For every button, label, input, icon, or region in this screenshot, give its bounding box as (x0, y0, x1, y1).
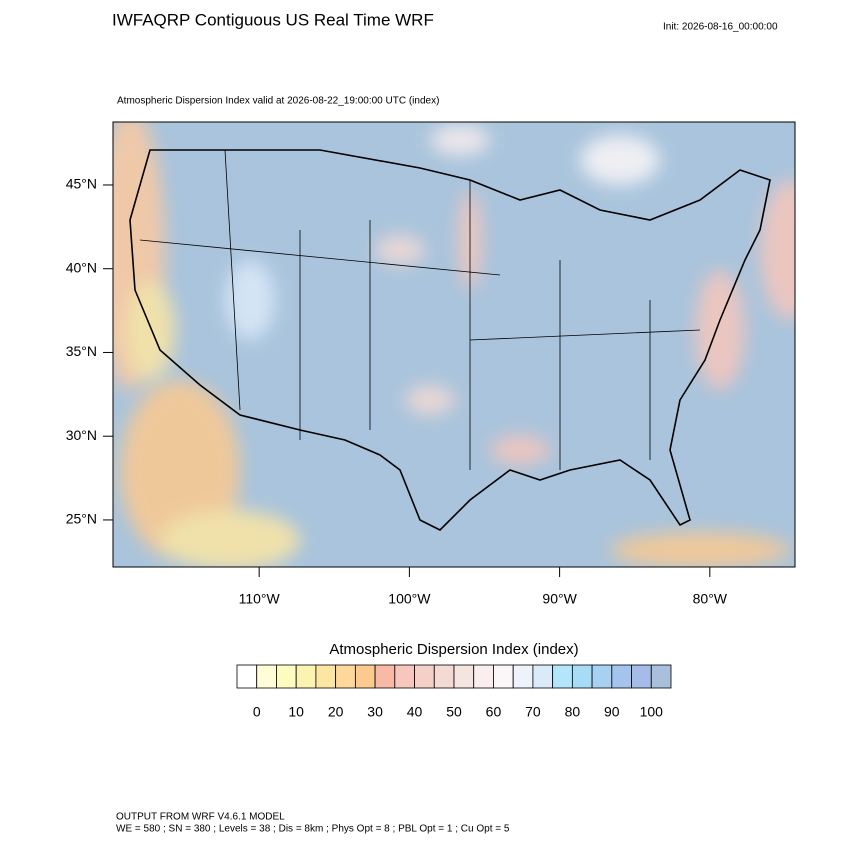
colorbar-box (335, 664, 356, 689)
colorbar-box (236, 664, 258, 689)
map-field (113, 122, 795, 567)
colorbar-box (532, 664, 554, 689)
colorbar-box (552, 664, 573, 689)
state-borders (139, 149, 701, 470)
colorbar-box (512, 664, 534, 689)
colorbar-tick-label: 30 (367, 704, 383, 720)
title: IWFAQRP Contiguous US Real Time WRF (112, 10, 434, 29)
colorbar-tick-label: 60 (486, 704, 502, 720)
colorbar-box (650, 664, 672, 689)
colorbar-box (394, 664, 415, 689)
colorbar-tick-label: 0 (253, 704, 261, 720)
y-tick-label: 35°N (66, 343, 97, 359)
colorbar-box (571, 664, 593, 689)
y-tick-label: 30°N (66, 427, 97, 443)
colorbar-tick-label: 20 (328, 704, 344, 720)
colorbar-tick-label: 90 (604, 704, 620, 720)
colorbar-tick-label: 100 (640, 704, 664, 720)
x-tick-label: 110°W (239, 591, 281, 607)
colorbar-box (315, 664, 337, 689)
colorbar-box (414, 664, 435, 689)
colorbar-tick-label: 50 (446, 704, 462, 720)
field-patches (113, 122, 795, 567)
colorbar-tick-label: 70 (525, 704, 541, 720)
y-tick-label: 40°N (66, 259, 97, 275)
colorbar-box (473, 664, 494, 689)
colorbar-tick-label: 40 (407, 704, 423, 720)
colorbar-box (295, 664, 317, 689)
map-subtitle: Atmospheric Dispersion Index valid at 20… (117, 96, 439, 107)
y-tick-label: 25°N (66, 511, 97, 527)
x-tick-label: 90°W (542, 591, 577, 607)
colorbar-box (493, 664, 514, 689)
x-tick-label: 80°W (693, 591, 728, 607)
x-tick-label: 100°W (388, 591, 431, 607)
init-time: Init: 2026-08-16_00:00:00 (663, 22, 778, 33)
map-frame (112, 121, 796, 568)
colorbar-box (453, 664, 475, 689)
colorbar-box (631, 664, 652, 689)
colorbar-box (611, 664, 632, 689)
footer-line: OUTPUT FROM WRF V4.6.1 MODEL (116, 812, 285, 823)
colorbar-title: Atmospheric Dispersion Index (index) (329, 641, 578, 658)
y-tick-label: 45°N (66, 176, 97, 192)
colorbar-box (276, 664, 297, 689)
colorbar-box (591, 664, 613, 689)
footer-line: WE = 580 ; SN = 380 ; Levels = 38 ; Dis … (116, 824, 510, 835)
colorbar-box (354, 664, 376, 689)
colorbar-box (374, 664, 396, 689)
colorbar-box (433, 664, 455, 689)
colorbar-tick-label: 10 (288, 704, 304, 720)
colorbar-tick-label: 80 (565, 704, 581, 720)
colorbar-box (256, 664, 277, 689)
